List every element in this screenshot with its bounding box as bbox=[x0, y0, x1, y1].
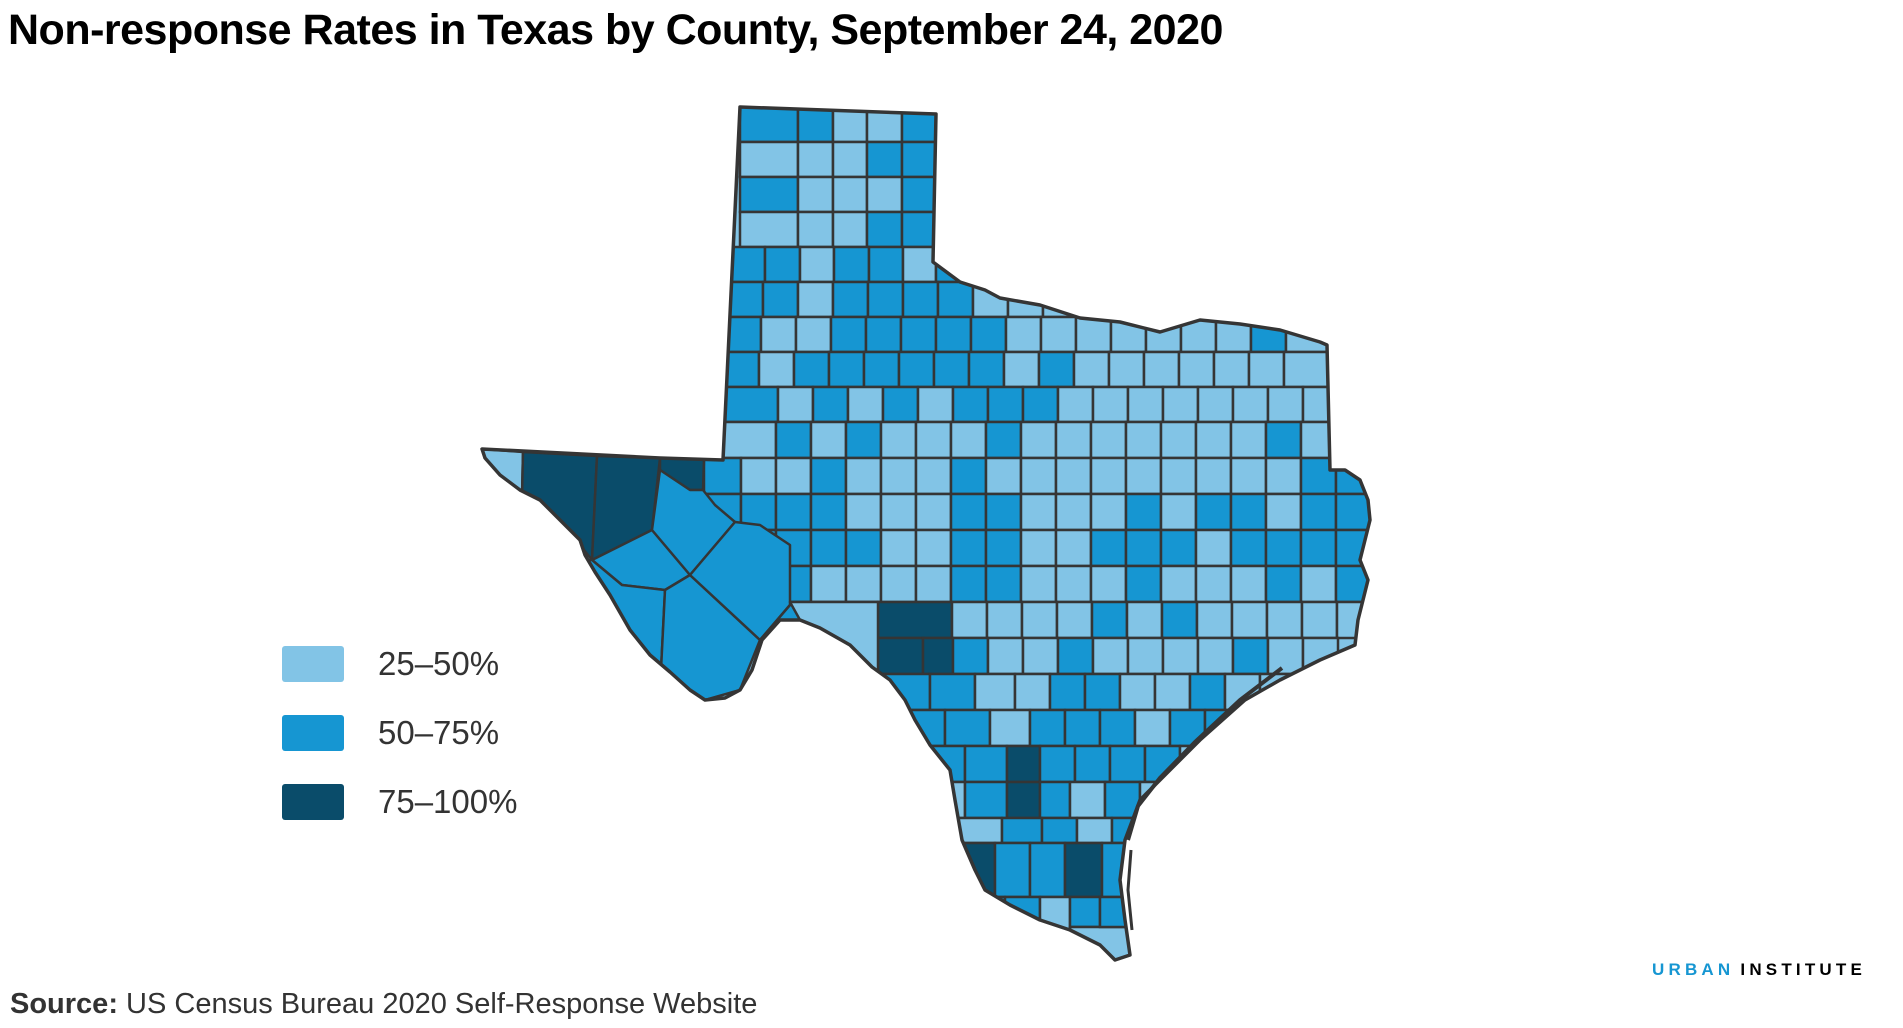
source-text: US Census Bureau 2020 Self-Response Webs… bbox=[126, 988, 758, 1020]
legend-item-low: 25–50% bbox=[282, 645, 517, 682]
legend: 25–50% 50–75% 75–100% bbox=[282, 645, 518, 853]
map-title: Non-response Rates in Texas by County, S… bbox=[8, 6, 1223, 54]
coastal-barrier-islands bbox=[1126, 666, 1284, 841]
legend-swatch-high bbox=[282, 784, 344, 820]
legend-label-mid: 50–75% bbox=[378, 714, 500, 751]
source-label: Source: bbox=[10, 988, 118, 1020]
legend-label-high: 75–100% bbox=[378, 783, 518, 820]
legend-swatch-mid bbox=[282, 715, 344, 751]
legend-item-mid: 50–75% bbox=[282, 714, 517, 751]
legend-swatch-low bbox=[282, 646, 344, 682]
county-fills bbox=[482, 107, 1370, 960]
brand-urban: URBAN bbox=[1652, 960, 1735, 979]
source-note: Source: US Census Bureau 2020 Self-Respo… bbox=[10, 988, 757, 1021]
urban-institute-logo: URBAN INSTITUTE bbox=[1652, 960, 1866, 980]
legend-label-low: 25–50% bbox=[378, 645, 500, 682]
legend-item-high: 75–100% bbox=[282, 783, 518, 820]
brand-institute: INSTITUTE bbox=[1740, 960, 1867, 979]
texas-outline bbox=[480, 105, 1372, 962]
